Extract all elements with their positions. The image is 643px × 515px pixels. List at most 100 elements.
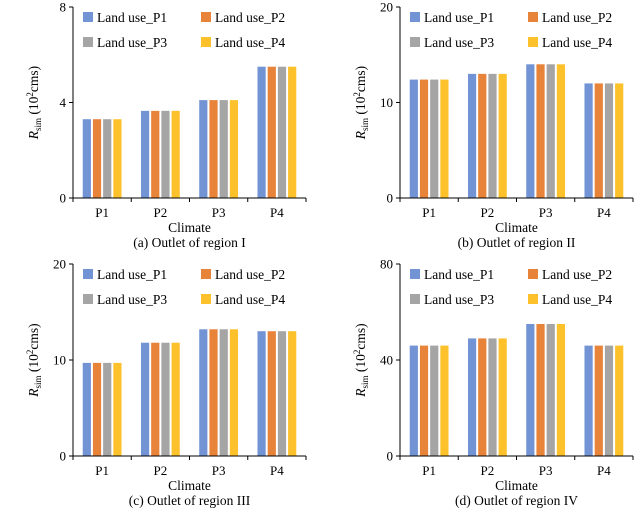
legend-swatch	[528, 12, 538, 22]
y-tick-label: 20	[380, 0, 393, 15]
y-tick-label: 0	[60, 191, 67, 206]
legend-label: Land use_P3	[424, 292, 494, 307]
bar-p1-p2	[92, 119, 102, 198]
y-tick-label: 80	[380, 257, 393, 272]
legend-item-p2: Land use_P2	[528, 267, 612, 282]
x-axis-label: Climate	[168, 478, 211, 493]
bar-p1-p4	[440, 345, 449, 456]
bar-p4-p4	[615, 83, 624, 198]
y-tick-label: 20	[53, 257, 66, 272]
bar-p2-p3	[488, 338, 497, 456]
legend-swatch	[528, 294, 538, 304]
legend-label: Land use_P4	[542, 292, 612, 307]
x-tick-label: P1	[95, 463, 109, 478]
legend-item-p3: Land use_P3	[410, 35, 494, 50]
x-tick-label: P1	[422, 205, 436, 220]
legend-item-p2: Land use_P2	[528, 10, 612, 25]
bar-p1-p2	[419, 79, 429, 198]
legend-swatch	[201, 37, 211, 47]
bar-p4-p2	[594, 83, 603, 198]
legend-label: Land use_P1	[424, 267, 494, 282]
legend-label: Land use_P1	[97, 267, 167, 282]
legend-swatch	[201, 269, 211, 279]
bar-p4-p3	[277, 66, 287, 198]
bar-p3-p3	[219, 100, 228, 198]
bar-p2-p1	[140, 110, 150, 198]
bar-p1-p3	[430, 79, 439, 198]
bar-p3-p3	[546, 64, 555, 198]
bar-p3-p4	[229, 100, 239, 198]
y-tick-label: 0	[387, 449, 394, 464]
legend-item-p3: Land use_P3	[83, 35, 167, 50]
legend-swatch	[83, 269, 93, 279]
bar-p1-p2	[419, 345, 429, 456]
bar-p2-p2	[478, 338, 487, 456]
bar-p2-p3	[161, 110, 170, 198]
y-axis-label: Rsim (102cms)	[352, 323, 370, 397]
legend-label: Land use_P2	[215, 267, 285, 282]
legend-label: Land use_P3	[424, 35, 494, 50]
bar-p2-p1	[140, 342, 150, 456]
bar-p1-p1	[82, 362, 91, 456]
panel-caption: (b) Outlet of region II	[458, 235, 576, 250]
y-tick-label: 10	[53, 353, 66, 368]
y-tick-label: 10	[380, 95, 393, 110]
legend-item-p1: Land use_P1	[83, 267, 167, 282]
bar-p1-p3	[103, 362, 112, 456]
bar-p1-p2	[92, 362, 102, 456]
bar-p1-p1	[82, 119, 91, 198]
bar-p4-p2	[267, 331, 276, 456]
x-axis-label: Climate	[495, 478, 538, 493]
x-tick-label: P3	[539, 463, 553, 478]
legend-swatch	[83, 12, 93, 22]
bar-p4-p3	[277, 331, 287, 456]
bar-p4-p2	[267, 66, 276, 198]
legend-swatch	[410, 37, 420, 47]
legend-label: Land use_P2	[542, 10, 612, 25]
y-tick-label: 4	[60, 95, 67, 110]
x-tick-label: P3	[212, 463, 226, 478]
x-tick-label: P1	[422, 463, 436, 478]
bar-p3-p2	[209, 100, 218, 198]
legend-item-p4: Land use_P4	[528, 292, 612, 307]
legend-item-p3: Land use_P3	[83, 292, 167, 307]
chart-panel-4: 0 40 80 P1 P2 P3 P4 Climate(d) Outlet of region…	[352, 257, 634, 508]
bar-p1-p3	[430, 345, 439, 456]
bar-p2-p2	[151, 342, 160, 456]
legend-item-p1: Land use_P1	[410, 267, 494, 282]
bar-p2-p2	[478, 73, 487, 198]
legend-item-p3: Land use_P3	[410, 292, 494, 307]
x-tick-label: P4	[270, 463, 284, 478]
bar-p4-p1	[584, 345, 593, 456]
legend-item-p4: Land use_P4	[528, 35, 612, 50]
legend-swatch	[410, 294, 420, 304]
y-tick-label: 40	[380, 353, 393, 368]
bar-p3-p3	[546, 324, 555, 456]
x-tick-label: P4	[597, 463, 611, 478]
bar-p1-p4	[113, 119, 122, 198]
bar-p4-p3	[604, 345, 614, 456]
y-tick-label: 0	[387, 191, 394, 206]
bar-p4-p4	[288, 331, 297, 456]
bar-p4-p4	[615, 345, 624, 456]
bar-p3-p1	[526, 64, 535, 198]
y-axis-label: Rsim (102cms)	[25, 323, 43, 397]
bar-p4-p2	[594, 345, 603, 456]
legend-swatch	[201, 294, 211, 304]
bar-p3-p3	[219, 329, 228, 456]
bar-p2-p2	[151, 110, 160, 198]
legend-item-p4: Land use_P4	[201, 35, 285, 50]
bar-p3-p2	[536, 64, 545, 198]
legend-label: Land use_P1	[97, 10, 167, 25]
y-tick-label: 8	[60, 0, 67, 15]
x-tick-label: P2	[481, 205, 495, 220]
legend-item-p1: Land use_P1	[83, 10, 167, 25]
legend-swatch	[201, 12, 211, 22]
bar-p1-p1	[409, 79, 418, 198]
legend-item-p2: Land use_P2	[201, 267, 285, 282]
x-tick-label: P2	[154, 205, 168, 220]
x-axis-label: Climate	[168, 220, 211, 235]
legend-swatch	[410, 12, 420, 22]
chart-panel-1: 0 4 8 P1 P2 P3 P4 Climate(a) Outlet of region I…	[25, 0, 307, 250]
legend-swatch	[528, 37, 538, 47]
